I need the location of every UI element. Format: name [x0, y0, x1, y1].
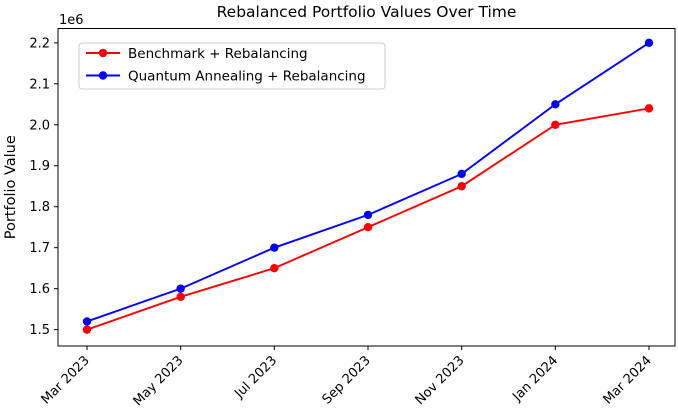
y-tick-label: 1.8	[29, 200, 50, 215]
data-point	[551, 120, 560, 129]
data-point	[82, 317, 92, 326]
data-point	[176, 292, 185, 302]
data-point	[551, 100, 560, 109]
data-point	[270, 243, 279, 252]
legend-item: Benchmark + Rebalancing	[86, 46, 308, 62]
data-point	[457, 169, 466, 179]
series-benchmark	[82, 104, 654, 334]
y-tick-label: 1.5	[29, 323, 50, 338]
legend-marker	[98, 71, 108, 80]
y-axis-offset-label: 1e6	[59, 13, 84, 28]
data-point	[644, 38, 654, 48]
series-quantum	[82, 38, 654, 326]
legend-frame	[78, 42, 386, 90]
y-tick-label: 2.0	[29, 118, 50, 133]
y-axis-ticks: 1.5 1.6 1.7 1.8 1.9 2.0 2.1 2.2	[29, 36, 58, 338]
data-point	[644, 104, 654, 113]
data-point	[363, 222, 373, 232]
y-tick-label: 2.1	[29, 77, 50, 92]
data-point	[176, 284, 185, 293]
data-point	[457, 182, 466, 191]
y-tick-label: 1.7	[29, 241, 50, 256]
legend-label: Benchmark + Rebalancing	[128, 46, 308, 62]
legend: Benchmark + Rebalancing Quantum Annealing…	[78, 42, 386, 90]
axes-frame	[57, 28, 676, 347]
legend-label: Quantum Annealing + Rebalancing	[128, 68, 366, 84]
chart-title: Rebalanced Portfolio Values Over Time	[217, 3, 517, 21]
legend-item: Quantum Annealing + Rebalancing	[86, 68, 366, 84]
data-point	[82, 325, 92, 334]
legend-marker	[98, 48, 108, 58]
y-tick-label: 1.9	[29, 159, 50, 174]
y-axis-label: Portfolio Value	[3, 135, 19, 239]
data-point	[270, 263, 279, 273]
y-tick-label: 1.6	[29, 282, 50, 297]
data-point	[363, 210, 373, 220]
y-tick-label: 2.2	[29, 36, 50, 51]
